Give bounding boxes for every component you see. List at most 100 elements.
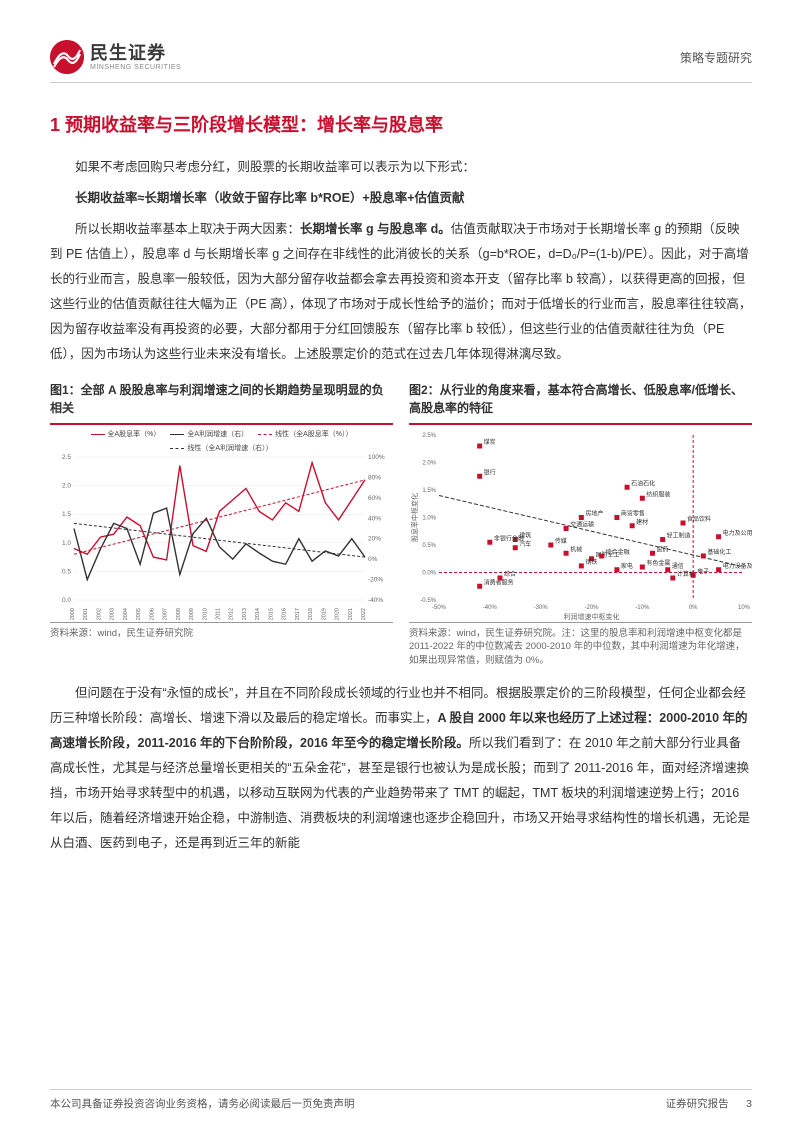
- logo-text-cn: 民生证券: [90, 44, 181, 62]
- footer-doc-label: 证券研究报告: [666, 1098, 729, 1110]
- svg-text:煤炭: 煤炭: [484, 438, 496, 446]
- chart1-canvas: 全A股息率（%）全A利润增速（右）线性（全A股息率（%））线性（全A利润增速（右…: [50, 423, 393, 623]
- svg-text:计算机: 计算机: [677, 570, 695, 578]
- svg-text:-0.5%: -0.5%: [420, 598, 436, 604]
- footer-page-num: 3: [746, 1098, 752, 1110]
- para-2a: 所以长期收益率基本上取决于两大因素：: [75, 222, 300, 236]
- svg-text:机械: 机械: [570, 545, 582, 553]
- para-2: 所以长期收益率基本上取决于两大因素：长期增长率 g 与股息率 d。估值贡献取决于…: [50, 217, 752, 367]
- svg-text:2022: 2022: [361, 608, 367, 620]
- svg-text:基础化工: 基础化工: [707, 548, 731, 556]
- svg-text:传媒: 传媒: [555, 537, 567, 545]
- svg-text:40%: 40%: [368, 515, 381, 522]
- svg-text:0.5%: 0.5%: [422, 543, 436, 549]
- svg-text:建材: 建材: [636, 518, 648, 526]
- svg-text:-40%: -40%: [368, 597, 383, 604]
- svg-text:银行: 银行: [484, 468, 496, 476]
- svg-text:2011: 2011: [216, 608, 222, 620]
- svg-text:商贸零售: 商贸零售: [621, 510, 645, 518]
- svg-text:2010: 2010: [202, 608, 208, 620]
- svg-text:2008: 2008: [176, 608, 182, 620]
- svg-text:医药: 医药: [657, 545, 669, 553]
- chart2-canvas: 股息率中枢变化利润增速中枢变化-50%-40%-30%-20%-10%0%10%…: [409, 423, 752, 623]
- svg-text:家电: 家电: [621, 562, 633, 570]
- para-3: 但问题在于没有“永恒的成长”，并且在不同阶段成长领域的行业也并不相同。根据股票定…: [50, 681, 752, 856]
- svg-text:2004: 2004: [123, 608, 129, 620]
- svg-text:纺织服装: 纺织服装: [646, 490, 670, 498]
- svg-text:-50%: -50%: [432, 605, 447, 611]
- svg-text:2007: 2007: [163, 608, 169, 620]
- para-3c: 所以我们看到了：在 2010 年之前大部分行业具备高成长性，尤其是与经济总量增长…: [50, 736, 750, 850]
- svg-text:2013: 2013: [242, 608, 248, 620]
- svg-text:股息率中枢变化: 股息率中枢变化: [410, 493, 419, 542]
- svg-text:-10%: -10%: [635, 605, 650, 611]
- formula: 长期收益率≈长期增长率（收敛于留存比率 b*ROE）+股息率+估值贡献: [50, 186, 752, 211]
- svg-text:2005: 2005: [136, 608, 142, 620]
- para-1: 如果不考虑回购只考虑分红，则股票的长期收益率可以表示为以下形式：: [50, 155, 752, 180]
- svg-text:通信: 通信: [672, 562, 684, 570]
- svg-text:交通运输: 交通运输: [570, 521, 594, 529]
- chart2-block: 图2：从行业的角度来看，基本符合高增长、低股息率/低增长、高股息率的特征 股息率…: [409, 381, 752, 667]
- svg-text:2.0: 2.0: [62, 483, 71, 490]
- svg-text:电力及公用事业: 电力及公用事业: [723, 529, 752, 537]
- svg-text:2014: 2014: [255, 608, 261, 620]
- svg-text:电子: 电子: [697, 567, 709, 575]
- svg-text:10%: 10%: [738, 605, 751, 611]
- svg-text:2001: 2001: [83, 608, 89, 620]
- chart1-title: 图1：全部 A 股股息率与利润增速之间的长期趋势呈现明显的负相关: [50, 381, 393, 417]
- logo: 民生证券 MINSHENG SECURITIES: [50, 40, 181, 74]
- svg-text:钢铁: 钢铁: [585, 558, 597, 566]
- chart1-block: 图1：全部 A 股股息率与利润增速之间的长期趋势呈现明显的负相关 全A股息率（%…: [50, 381, 393, 667]
- svg-text:60%: 60%: [368, 495, 381, 502]
- svg-text:电力设备及新能源: 电力设备及新能源: [723, 562, 752, 570]
- svg-text:2019: 2019: [321, 608, 327, 620]
- svg-text:房地产: 房地产: [585, 510, 603, 518]
- svg-text:轻工制造: 轻工制造: [667, 532, 691, 540]
- para-2c: 估值贡献取决于市场对于长期增长率 g 的预期（反映到 PE 估值上），股息率 d…: [50, 222, 751, 361]
- logo-text-en: MINSHENG SECURITIES: [90, 64, 181, 71]
- chart2-title: 图2：从行业的角度来看，基本符合高增长、低股息率/低增长、高股息率的特征: [409, 381, 752, 417]
- svg-text:2015: 2015: [268, 608, 274, 620]
- svg-text:综合金融: 综合金融: [606, 548, 630, 556]
- svg-text:0.0%: 0.0%: [422, 571, 436, 577]
- svg-text:2.0%: 2.0%: [422, 461, 436, 467]
- section-title: 1 预期收益率与三阶段增长模型：增长率与股息率: [50, 111, 752, 137]
- svg-text:2021: 2021: [348, 608, 354, 620]
- para-2b: 长期增长率 g 与股息率 d。: [300, 222, 451, 236]
- svg-text:汽车: 汽车: [519, 540, 531, 548]
- svg-text:-20%: -20%: [584, 605, 599, 611]
- svg-text:利润增速中枢变化: 利润增速中枢变化: [564, 612, 620, 621]
- svg-text:2002: 2002: [96, 608, 102, 620]
- svg-text:-40%: -40%: [483, 605, 498, 611]
- footer-disclaimer: 本公司具备证券投资咨询业务资格，请务必阅读最后一页免责声明: [50, 1096, 355, 1111]
- chart2-source: 资料来源：wind，民生证券研究院。注：这里的股息率和利润增速中枢变化都是 20…: [409, 627, 752, 667]
- page-header: 民生证券 MINSHENG SECURITIES 策略专题研究: [50, 40, 752, 83]
- svg-text:80%: 80%: [368, 474, 381, 481]
- svg-text:食品饮料: 食品饮料: [687, 515, 711, 523]
- svg-text:2.5: 2.5: [62, 454, 71, 461]
- svg-text:石油石化: 石油石化: [631, 479, 655, 487]
- svg-text:0.5: 0.5: [62, 568, 71, 575]
- svg-text:2012: 2012: [229, 608, 235, 620]
- svg-text:100%: 100%: [368, 454, 385, 461]
- svg-text:有色金属: 有色金属: [646, 559, 670, 567]
- footer-right: 证券研究报告 3: [666, 1096, 752, 1111]
- svg-text:0%: 0%: [368, 556, 378, 563]
- charts-row: 图1：全部 A 股股息率与利润增速之间的长期趋势呈现明显的负相关 全A股息率（%…: [50, 381, 752, 667]
- svg-text:2016: 2016: [282, 608, 288, 620]
- svg-text:20%: 20%: [368, 536, 381, 543]
- svg-text:2017: 2017: [295, 608, 301, 620]
- svg-text:2000: 2000: [70, 608, 76, 620]
- svg-text:-30%: -30%: [534, 605, 549, 611]
- svg-text:2006: 2006: [149, 608, 155, 620]
- svg-text:1.0%: 1.0%: [422, 516, 436, 522]
- svg-text:0.0: 0.0: [62, 597, 71, 604]
- svg-text:1.0: 1.0: [62, 540, 71, 547]
- chart1-source: 资料来源：wind，民生证券研究院: [50, 627, 393, 640]
- header-doc-type: 策略专题研究: [680, 49, 752, 66]
- svg-text:-20%: -20%: [368, 577, 383, 584]
- logo-icon: [50, 40, 84, 74]
- svg-text:2009: 2009: [189, 608, 195, 620]
- svg-text:2020: 2020: [335, 608, 341, 620]
- svg-text:2003: 2003: [110, 608, 116, 620]
